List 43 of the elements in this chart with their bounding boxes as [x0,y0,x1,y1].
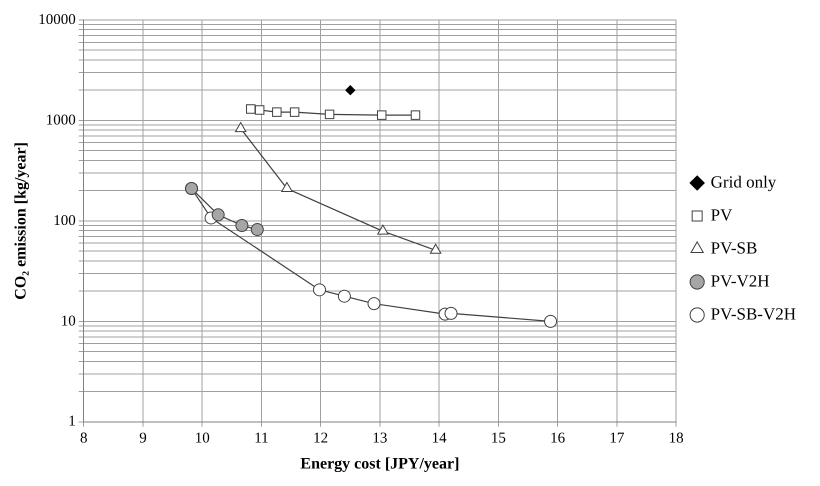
point [254,105,264,115]
y-tick-label: 100 [53,212,76,229]
point [444,306,458,320]
point [338,290,351,303]
x-tick-label: 12 [313,430,328,447]
y-tick-label: 1000 [46,112,76,128]
point [281,182,293,192]
point [290,107,300,117]
y-tick-label: 10 [60,313,76,330]
x-tick-label: 8 [80,430,88,447]
x-tick-label: 13 [372,430,388,447]
point [544,314,558,328]
point [235,218,248,232]
y-tick-label: 1 [68,414,76,430]
x-tick-label: 10 [194,430,210,447]
point [376,110,386,120]
point [345,85,356,96]
point [246,104,256,114]
x-tick-label: 16 [550,430,566,447]
x-tick-label: 11 [254,430,269,447]
legend-label: PV [710,205,734,224]
x-tick-label: 17 [609,430,625,447]
legend-label: PV-SB [710,238,758,258]
x-tick-label: 18 [668,430,684,447]
x-tick-label: 9 [139,430,147,447]
y-tick-label: 10000 [38,12,76,28]
legend-label: PV-SB-V2H [710,304,796,324]
x-axis-title: Energy cost [JPY/year] [300,456,460,473]
y-axis-title: CO₂ emission [kg/year] [12,142,30,300]
point [272,107,282,117]
point [368,297,381,310]
point [430,244,442,254]
point [212,208,225,222]
x-tick-label: 15 [490,430,506,447]
point [313,283,326,296]
point [250,223,264,236]
point [324,110,334,120]
point [377,224,389,235]
x-tick-label: 14 [432,430,448,447]
point [235,122,246,132]
point [410,110,420,120]
legend-label: Grid only [710,172,777,192]
legend-label: PV-V2H [710,271,770,290]
